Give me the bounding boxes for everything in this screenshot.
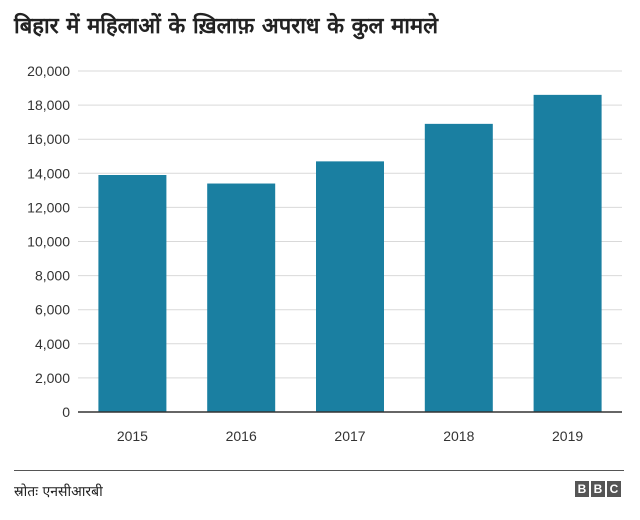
y-tick-label: 12,000 xyxy=(27,199,70,215)
bar-2015 xyxy=(98,175,167,412)
y-tick-labels: 0 2,000 4,000 6,000 8,000 10,000 12,000 14,000 1… xyxy=(27,63,70,420)
x-tick-label: 2015 xyxy=(117,428,148,444)
x-tick-label: 2016 xyxy=(226,428,257,444)
y-tick-label: 20,000 xyxy=(27,63,70,79)
chart-title: बिहार में महिलाओं के ख़िलाफ़ अपराध के कु… xyxy=(14,14,439,39)
y-tick-label: 10,000 xyxy=(27,234,70,250)
bbc-logo-b1: B xyxy=(575,481,589,497)
bar-2019 xyxy=(533,94,602,413)
bbc-logo-c: C xyxy=(607,481,621,497)
bbc-logo-b2: B xyxy=(591,481,605,497)
bars xyxy=(98,94,602,413)
bar-2017 xyxy=(316,161,384,412)
y-tick-label: 4,000 xyxy=(35,336,70,352)
x-tick-labels: 2015 2016 2017 2018 2019 xyxy=(117,428,584,444)
x-tick-label: 2019 xyxy=(552,428,583,444)
y-tick-label: 16,000 xyxy=(27,131,70,147)
y-tick-label: 8,000 xyxy=(35,268,70,284)
x-tick-label: 2018 xyxy=(443,428,474,444)
y-tick-label: 2,000 xyxy=(35,370,70,386)
source-note: स्रोतः एनसीआरबी xyxy=(14,484,103,500)
bbc-logo: B B C xyxy=(575,481,621,497)
y-tick-label: 0 xyxy=(62,404,70,420)
y-tick-label: 18,000 xyxy=(27,97,70,113)
bar-2016 xyxy=(207,183,276,412)
footer-divider xyxy=(14,470,624,471)
y-tick-label: 14,000 xyxy=(27,165,70,181)
y-tick-label: 6,000 xyxy=(35,302,70,318)
bar-chart: 0 2,000 4,000 6,000 8,000 10,000 12,000 14,000 1… xyxy=(27,63,622,444)
x-tick-label: 2017 xyxy=(334,428,365,444)
bar-2018 xyxy=(424,123,493,412)
